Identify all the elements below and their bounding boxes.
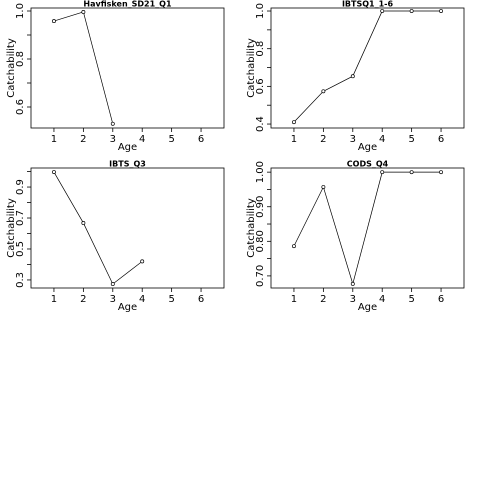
- x-tick-label: 2: [320, 134, 326, 145]
- x-tick-label: 1: [291, 134, 297, 145]
- data-point: [51, 170, 56, 174]
- x-tick-label: 2: [80, 134, 86, 145]
- y-tick-label: 0.9: [15, 179, 26, 195]
- data-point: [81, 10, 86, 14]
- data-point: [110, 121, 115, 126]
- y-axis-label: Catchability: [6, 198, 17, 258]
- x-tick-label: 5: [408, 294, 414, 305]
- data-point: [380, 170, 385, 175]
- y-tick-label: 0.3: [15, 272, 26, 288]
- data-point: [350, 281, 355, 286]
- x-axis-label: Age: [358, 302, 377, 313]
- data-line: [293, 10, 442, 123]
- x-tick-label: 3: [110, 134, 116, 145]
- data-point: [291, 120, 296, 125]
- y-tick-label: 1.0: [15, 3, 26, 19]
- y-tick-label: 0.90: [255, 196, 266, 218]
- x-tick-label: 6: [198, 294, 204, 305]
- x-tick-label: 1: [51, 294, 57, 305]
- y-axis-label: Catchability: [246, 198, 257, 258]
- x-tick-label: 3: [350, 134, 356, 145]
- y-tick-label: 0.8: [15, 51, 26, 67]
- data-point: [321, 89, 326, 94]
- panel-title: Havfisken_SD21_Q1: [83, 0, 172, 9]
- data-line: [293, 171, 442, 286]
- x-tick-label: 4: [139, 294, 145, 305]
- y-tick-label: 1.0: [255, 3, 266, 19]
- x-tick-label: 3: [350, 294, 356, 305]
- y-tick-label: 0.80: [255, 230, 266, 252]
- x-tick-label: 6: [198, 134, 204, 145]
- data-point: [439, 9, 444, 13]
- data-point: [409, 9, 414, 13]
- y-tick-label: 0.5: [15, 241, 26, 257]
- x-tick-label: 5: [168, 294, 174, 305]
- panel-title: IBTSQ1_1-6: [342, 0, 394, 9]
- y-tick-label: 0.6: [15, 99, 26, 115]
- x-tick-label: 4: [379, 134, 385, 145]
- y-tick-label: 0.6: [255, 78, 266, 94]
- x-tick-label: 5: [408, 134, 414, 145]
- data-point: [291, 244, 296, 249]
- x-tick-label: 3: [110, 294, 116, 305]
- x-axis-label: Age: [118, 142, 137, 153]
- plot-frame: [270, 7, 465, 129]
- x-tick-label: 4: [379, 294, 385, 305]
- y-tick-label: 0.7: [15, 210, 26, 226]
- x-tick-label: 6: [438, 134, 444, 145]
- data-point: [110, 282, 115, 286]
- x-axis-label: Age: [358, 142, 377, 153]
- data-line: [53, 11, 114, 124]
- plot-frame: [270, 167, 465, 289]
- data-point: [51, 19, 56, 24]
- data-point: [81, 221, 86, 225]
- y-tick-label: 0.4: [255, 116, 266, 132]
- y-axis-label: Catchability: [246, 38, 257, 98]
- data-point: [439, 170, 444, 175]
- data-point: [350, 74, 355, 79]
- y-tick-label: 1.00: [255, 161, 266, 183]
- x-axis-label: Age: [118, 302, 137, 313]
- plot-frame: [30, 167, 225, 289]
- y-tick-label: 0.8: [255, 41, 266, 57]
- panel-title: CODS_Q4: [347, 160, 389, 169]
- data-point: [321, 185, 326, 189]
- y-axis-label: Catchability: [6, 38, 17, 98]
- y-tick-label: 0.70: [255, 265, 266, 287]
- plot-frame: [30, 7, 225, 129]
- x-tick-label: 5: [168, 134, 174, 145]
- x-tick-label: 1: [51, 134, 57, 145]
- x-tick-label: 2: [80, 294, 86, 305]
- data-point: [380, 9, 385, 13]
- x-tick-label: 4: [139, 134, 145, 145]
- x-tick-label: 2: [320, 294, 326, 305]
- x-tick-label: 1: [291, 294, 297, 305]
- panel-title: IBTS_Q3: [109, 160, 146, 169]
- x-tick-label: 6: [438, 294, 444, 305]
- data-point: [140, 259, 145, 264]
- data-line: [53, 171, 143, 285]
- data-point: [409, 170, 414, 175]
